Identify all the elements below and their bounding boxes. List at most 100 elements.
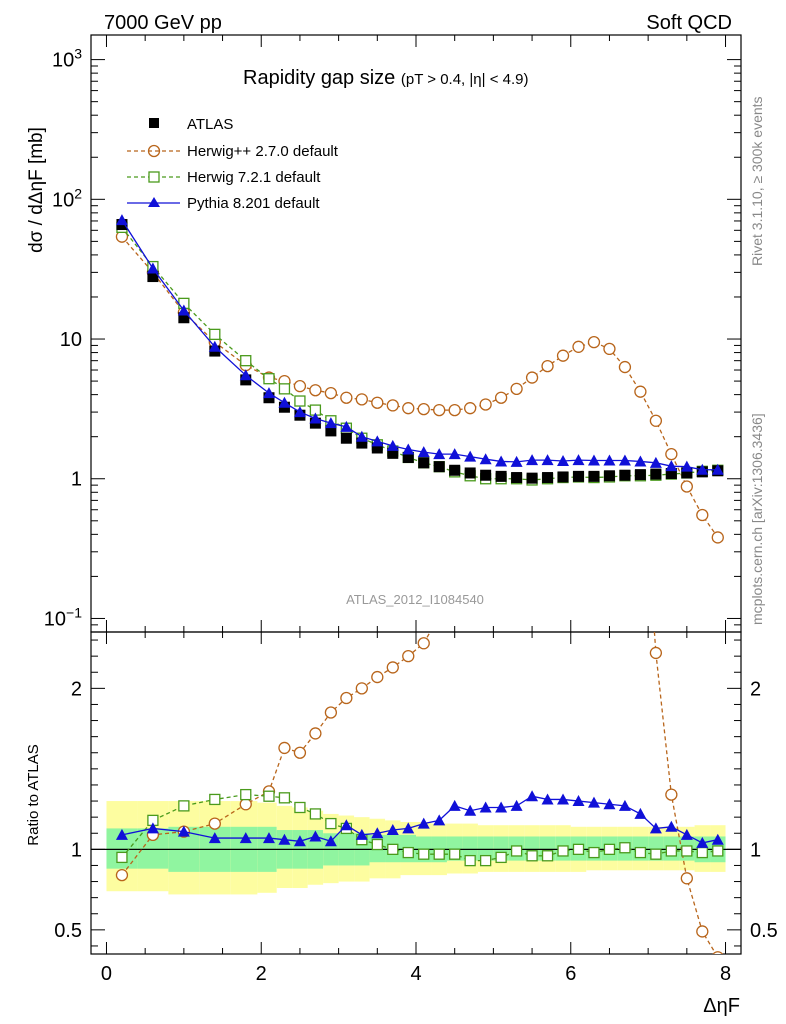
main-herwig-7-2-1-default-point — [263, 373, 275, 385]
ratio-pythia-8-201-default-point — [177, 825, 190, 837]
ratio-herwig-2-7-0-default-point — [309, 727, 322, 740]
main-pythia-8-201-default-point — [510, 455, 523, 467]
tick-exponent: −1 — [66, 604, 82, 620]
ratio-pythia-8-201-default-point — [526, 790, 539, 802]
ratio-pythia-8-201-default-point — [417, 817, 430, 829]
main-pythia-8-201-default-point — [262, 387, 275, 399]
ratio-pythia-8-201-default-point — [262, 832, 275, 844]
tick-base: 10 — [52, 189, 74, 211]
main-atlas-point — [387, 447, 399, 459]
main-pythia-8-201-default-point — [293, 406, 306, 418]
main-atlas-point — [634, 469, 646, 481]
ratio-pythia-8-201-default-point — [448, 799, 461, 811]
main-pythia-8-201-default-point — [417, 446, 430, 458]
ratio-herwig-7-2-1-default-point — [116, 851, 128, 864]
legend-label-herwig7: Herwig 7.2.1 default — [187, 169, 321, 186]
ratio-y-tick-label: 0.5 — [54, 920, 82, 942]
main-y-tick-label: 102 — [52, 185, 82, 211]
ratio-pythia-8-201-default-point — [603, 798, 616, 810]
ratio-herwig-7-2-1-default-point — [495, 851, 507, 864]
main-atlas-point — [603, 470, 615, 482]
ratio-pythia-8-201-default-point — [464, 804, 477, 816]
ratio-herwig-2-7-0-default-point — [324, 706, 338, 719]
main-atlas-point — [542, 472, 554, 484]
tick-exponent: 3 — [74, 46, 82, 62]
main-herwig-2-7-0-default-point — [649, 414, 663, 427]
main-pythia-8-201-default-point — [402, 443, 415, 455]
ratio-y-axis-label: Ratio to ATLAS — [25, 744, 42, 845]
ratio-herwig-7-2-1-default-point — [603, 843, 616, 855]
ratio-pythia-8-201-default-point — [433, 814, 446, 826]
main-pythia-8-201-default-point — [696, 463, 709, 475]
main-atlas-point — [356, 437, 368, 449]
ratio-y-tick-label-right: 0.5 — [750, 920, 778, 942]
main-pythia-8-201-default-point — [541, 454, 554, 466]
ratio-pythia-8-201-default-point — [618, 799, 631, 811]
ratio-y-tick-label-right: 1 — [750, 839, 761, 861]
ratio-pythia-8-201-default-point — [208, 832, 221, 844]
ratio-herwig-2-7-0-default-point — [480, 522, 491, 533]
main-atlas-point — [495, 470, 507, 482]
main-atlas-point — [371, 442, 383, 454]
main-atlas-point — [619, 469, 631, 481]
main-pythia-8-201-default-point — [239, 369, 252, 381]
main-y-tick-label: 103 — [52, 46, 82, 72]
legend-entry-atlas: ATLAS — [149, 116, 233, 133]
ratio-herwig-7-2-1-default-point — [541, 850, 554, 862]
ratio-herwig-7-2-1-default-point — [402, 846, 414, 859]
main-herwig-2-7-0-default-point — [479, 398, 492, 411]
ratio-pythia-8-201-default-point — [696, 836, 709, 848]
ratio-herwig-7-2-1-default-point — [371, 838, 383, 851]
ratio-herwig-2-7-0-default-point — [665, 788, 678, 801]
main-herwig-2-7-0-default-point — [665, 447, 678, 461]
ratio-herwig-2-7-0-default-point — [465, 554, 476, 565]
main-herwig-2-7-0-default-point — [525, 371, 539, 384]
main-pythia-8-201-default-point — [324, 417, 337, 429]
legend-entry-herwigpp: Herwig++ 2.7.0 default — [127, 143, 339, 160]
side-mcplots-text: mcplots.cern.ch [arXiv:1306.3436] — [749, 413, 765, 625]
ratio-panel-frame — [90, 631, 742, 955]
ratio-herwig-2-7-0-default-point — [355, 682, 368, 695]
x-tick-label: 2 — [256, 963, 267, 985]
ratio-y-tick-label: 2 — [71, 678, 82, 700]
ratio-herwig-2-7-0-default-point — [527, 232, 538, 243]
main-herwig-2-7-0-default-point — [355, 393, 368, 406]
ratio-herwig-7-2-1-default-point — [418, 848, 430, 860]
main-pythia-8-201-default-point — [115, 214, 128, 226]
main-pythia-8-201-default-point — [557, 454, 570, 466]
legend-marker-herwig7 — [148, 171, 160, 183]
ratio-herwig-7-2-1-default-point — [619, 842, 631, 854]
ratio-herwig-7-2-1-default-point — [557, 845, 569, 857]
main-pythia-8-201-default-point — [587, 454, 600, 466]
ratio-herwig-7-2-1-default-point — [650, 848, 662, 860]
main-herwig-2-7-0-default-point — [603, 342, 616, 356]
main-atlas-point — [340, 432, 352, 444]
main-atlas-point — [464, 467, 476, 479]
ratio-pythia-8-201-default-point — [572, 795, 585, 807]
ratio-pythia-8-201-default-point — [371, 827, 384, 839]
main-atlas-point — [573, 470, 584, 482]
main-herwig-2-7-0-default-point — [448, 403, 461, 417]
main-herwig-2-7-0-default-point — [433, 403, 446, 417]
ratio-herwig-7-2-1-default-point — [588, 846, 600, 859]
main-atlas-point — [480, 469, 492, 481]
main-herwig-2-7-0-default-line — [121, 236, 719, 538]
main-herwig-2-7-0-default-point — [587, 335, 601, 349]
main-atlas-point — [526, 472, 538, 484]
main-pythia-8-201-default-point — [649, 456, 662, 468]
main-herwig-2-7-0-default-point — [634, 385, 647, 398]
main-title: Rapidity gap size (pT > 0.4, |η| < 4.9) — [243, 67, 528, 89]
main-herwig-2-7-0-default-point — [494, 391, 508, 404]
side-rivet-text: Rivet 3.1.10, ≥ 300k events — [749, 96, 765, 266]
ratio-y-tick-label-right: 2 — [750, 678, 761, 700]
ratio-pythia-8-201-default-point — [355, 828, 368, 840]
ratio-herwig-7-2-1-default-point — [712, 845, 724, 857]
main-y-axis-label-text: dσ / dΔηF [mb] — [26, 127, 47, 253]
ratio-pythia-8-201-default-point — [309, 830, 322, 842]
ratio-herwig-2-7-0-default-point — [712, 951, 724, 954]
ratio-herwig-7-2-1-default-point — [634, 846, 647, 859]
ratio-herwig-7-2-1-default-point — [464, 854, 476, 867]
main-y-tick-label: 10 — [60, 329, 82, 351]
main-herwig-7-2-1-default-point — [240, 355, 252, 367]
ratio-axis-ticks: 0 2 4 6 8 0.5 0.5 1 1 2 2 — [54, 632, 778, 985]
